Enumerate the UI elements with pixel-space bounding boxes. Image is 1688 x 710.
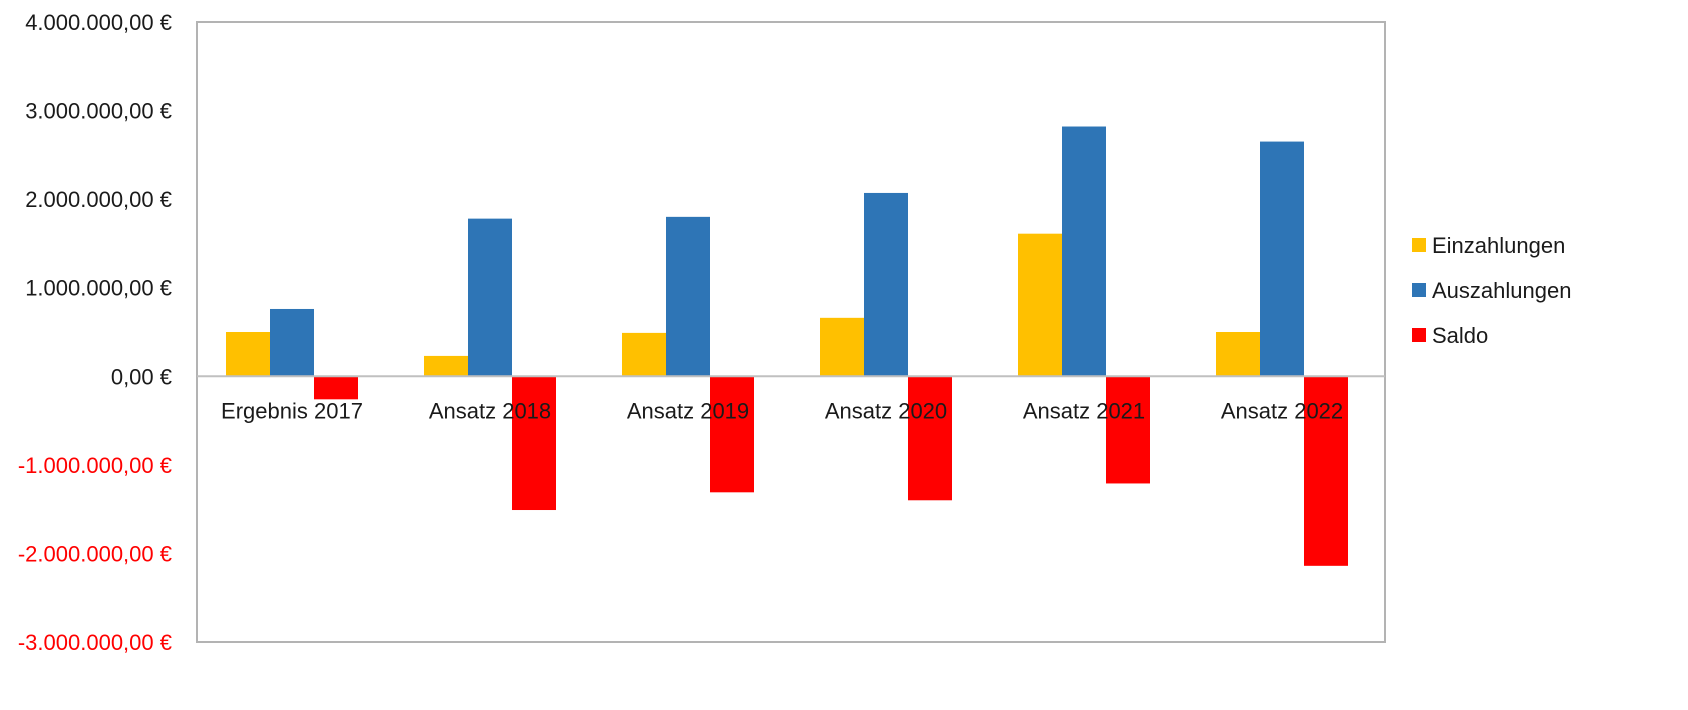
legend: Einzahlungen Auszahlungen Saldo	[1412, 233, 1571, 348]
legend-swatch-einzahlungen	[1412, 238, 1426, 252]
x-axis-ticks: Ergebnis 2017 Ansatz 2018 Ansatz 2019 Ansat…	[221, 398, 1343, 423]
bar-saldo-5	[1304, 376, 1348, 566]
legend-swatch-saldo	[1412, 328, 1426, 342]
bar-einzahlungen-3	[820, 317, 864, 377]
x-tick-label: Ergebnis 2017	[221, 398, 363, 423]
bar-saldo-0	[314, 376, 358, 400]
legend-swatch-auszahlungen	[1412, 283, 1426, 297]
bar-saldo-3	[908, 376, 952, 501]
bar-auszahlungen-2	[666, 216, 710, 377]
x-tick-label: Ansatz 2021	[1023, 398, 1145, 423]
bar-einzahlungen-0	[226, 332, 270, 377]
bar-auszahlungen-1	[468, 218, 512, 377]
y-tick-label: -1.000.000,00 €	[18, 453, 172, 478]
bar-saldo-1	[512, 376, 556, 511]
y-tick-label: 1.000.000,00 €	[25, 276, 172, 301]
x-tick-label: Ansatz 2019	[627, 398, 749, 423]
y-axis-ticks: 4.000.000,00 € 3.000.000,00 € 2.000.000,00…	[18, 10, 172, 655]
bar-einzahlungen-2	[622, 332, 666, 377]
legend-label-einzahlungen: Einzahlungen	[1432, 233, 1565, 258]
legend-label-saldo: Saldo	[1432, 323, 1488, 348]
plot-area	[196, 21, 1386, 643]
bar-saldo-4	[1106, 376, 1150, 484]
y-tick-label: 2.000.000,00 €	[25, 187, 172, 212]
legend-label-auszahlungen: Auszahlungen	[1432, 278, 1571, 303]
y-tick-label: 3.000.000,00 €	[25, 99, 172, 124]
y-tick-label: -3.000.000,00 €	[18, 630, 172, 655]
bar-einzahlungen-4	[1018, 233, 1062, 377]
bar-auszahlungen-5	[1260, 141, 1304, 377]
bar-auszahlungen-4	[1062, 126, 1106, 377]
y-tick-label: -2.000.000,00 €	[18, 541, 172, 566]
bar-einzahlungen-1	[424, 355, 468, 377]
x-tick-label: Ansatz 2020	[825, 398, 947, 423]
bar-saldo-2	[710, 376, 754, 493]
bar-einzahlungen-5	[1216, 332, 1260, 377]
x-tick-label: Ansatz 2018	[429, 398, 551, 423]
y-tick-label: 4.000.000,00 €	[25, 10, 172, 35]
bar-auszahlungen-3	[864, 192, 908, 377]
y-tick-label: 0,00 €	[111, 364, 172, 389]
x-tick-label: Ansatz 2022	[1221, 398, 1343, 423]
bars-group	[226, 126, 1348, 566]
bar-auszahlungen-0	[270, 308, 314, 377]
